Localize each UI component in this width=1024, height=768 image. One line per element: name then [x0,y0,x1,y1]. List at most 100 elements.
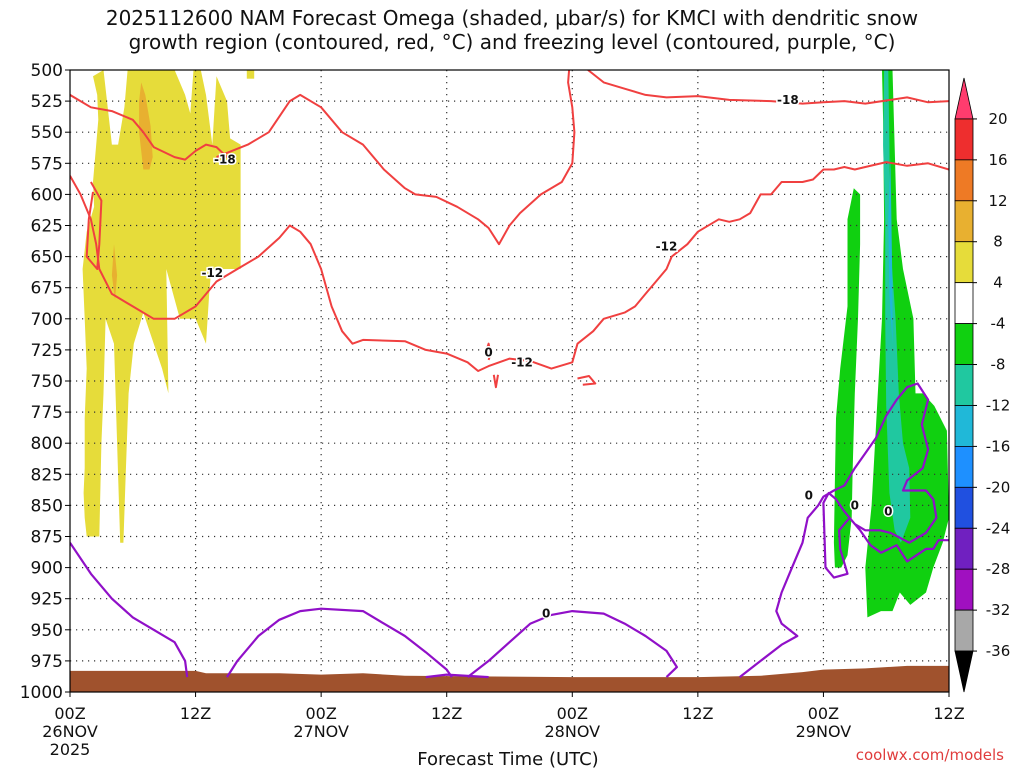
dgz-contour-2 [587,70,949,105]
x-tick-label: 12Z [933,704,964,723]
chart-title-line-1: 2025112600 NAM Forecast Omega (shaded, μ… [105,6,919,30]
y-tick-label: 875 [31,528,63,548]
dgz-contour-label-text: -18 [214,153,236,167]
freezing-contour-0 [70,542,189,678]
source-credit: coolwx.com/models [855,746,1004,764]
dgz-contour-label-text: -18 [777,93,799,107]
x-tick-label: 00Z [305,704,336,723]
colorbar: 20 16 12 8 4 -4 -8 -12 -16 -20 -24 -28 -32 -36 [954,77,1011,693]
omega-region-1 [246,70,255,79]
colorbar-cap-top [954,77,974,120]
freezing-contour-2 [425,673,489,679]
dgz-contour-3 [70,161,949,372]
y-tick-label: 850 [31,496,63,516]
omega-region-2 [139,82,153,170]
y-tick-label: 575 [31,154,63,174]
y-tick-label: 950 [31,621,63,641]
y-tick-label: 1000 [20,683,63,703]
y-tick-label: 825 [31,465,63,485]
plot-area: -18 -12 -12 -18 -12 0 0 0 0 0 500 525 550 575 600 625 65… [20,61,965,759]
freezing-contour-3 [466,609,679,678]
y-tick-label: 750 [31,372,63,392]
omega-region-5 [865,70,949,618]
colorbar-label: 20 [988,110,1007,128]
colorbar-label: -20 [986,478,1011,496]
y-tick-label: 650 [31,248,63,268]
colorbar-label: 12 [988,192,1007,210]
dgz-contour-label: 0 [483,344,494,361]
colorbar-swatch [954,282,974,324]
freezing-contour-label: 0 [540,605,551,622]
colorbar-cap-bottom [954,650,974,693]
chart-title: 2025112600 NAM Forecast Omega (shaded, μ… [0,6,1024,54]
colorbar-swatch [954,405,974,447]
colorbar-label: -24 [986,519,1011,537]
x-tick-label: 00Z [808,704,839,723]
colorbar-label: -28 [986,560,1011,578]
x-tick-date: 28NOV [544,722,600,741]
x-tick-label: 12Z [682,704,713,723]
omega-region-6 [883,70,911,543]
y-tick-label: 525 [31,92,63,112]
dgz-contour-5 [485,342,492,361]
colorbar-label: -4 [991,315,1006,333]
x-tick-label: 00Z [557,704,588,723]
freezing-contour-label-text: 0 [851,498,859,512]
freezing-contour-label-text: 0 [884,505,892,519]
dgz-contour-label-text: -12 [201,266,223,280]
colorbar-swatch [954,323,974,365]
colorbar-swatch [954,445,974,488]
dgz-contour-label: -18 [213,151,238,168]
x-tick-date: 27NOV [293,722,349,741]
omega-region-7 [888,157,893,344]
colorbar-swatch [954,118,974,161]
dgz-contour-4 [85,181,103,270]
x-tick-date: 26NOV [42,722,98,741]
dgz-contour-1 [216,70,576,246]
y-tick-label: 600 [31,185,63,205]
dgz-contour-label-text: -12 [656,240,678,254]
freezing-contour-4 [739,382,949,678]
omega-region-3 [111,244,118,301]
omega-region-0 [82,70,241,543]
colorbar-label: -16 [986,437,1011,455]
dgz-contour-label: -12 [510,354,535,371]
y-tick-label: 550 [31,123,63,143]
x-tick-label: 00Z [54,704,85,723]
freezing-contour-label: 0 [803,487,814,504]
colorbar-label: -8 [991,356,1006,374]
colorbar-swatch [954,609,974,652]
y-tick-label: 975 [31,652,63,672]
y-tick-label: 900 [31,559,63,579]
dgz-contour-label: -12 [654,238,679,255]
dgz-contour-7 [492,374,499,389]
y-tick-label: 725 [31,341,63,361]
x-tick-label: 12Z [180,704,211,723]
x-tick-year: 2025 [50,740,91,759]
colorbar-label: 4 [993,274,1003,292]
freezing-contour-1 [226,607,453,678]
colorbar-swatch [954,159,974,202]
chart-title-line-2: growth region (contoured, red, °C) and f… [128,30,896,54]
x-tick-label: 12Z [431,704,462,723]
y-tick-label: 625 [31,217,63,237]
y-tick-label: 925 [31,590,63,610]
dgz-contour-0 [70,94,228,161]
freezing-contour-label-text: 0 [542,607,550,621]
colorbar-swatch [954,200,974,243]
y-tick-label: 700 [31,310,63,330]
ground-surface [70,665,949,692]
colorbar-swatch [954,486,974,529]
y-tick-label: 500 [31,61,63,81]
omega-region-4 [833,188,861,568]
colorbar-label: -12 [986,396,1011,414]
dgz-contour-label-text: -12 [511,355,533,369]
colorbar-label: -32 [986,601,1011,619]
colorbar-swatch [954,568,974,611]
colorbar-label: 16 [988,151,1007,169]
plot-layers: -18 -12 -12 -18 -12 0 0 0 0 0 [70,70,949,692]
dgz-contour-label: -18 [776,91,801,108]
colorbar-swatch [954,241,974,284]
y-tick-label: 800 [31,434,63,454]
